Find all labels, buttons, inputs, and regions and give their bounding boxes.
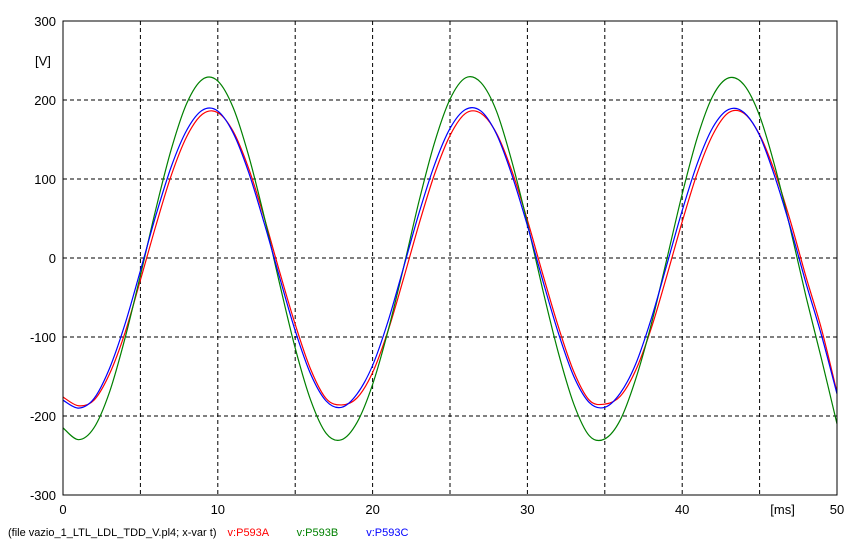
plot-frame: [62, 20, 838, 496]
x-tick-label: 50: [830, 502, 844, 517]
x-tick-label: 10: [211, 502, 225, 517]
series-line-v-p593a: [62, 109, 838, 407]
series-line-v-p593c: [62, 107, 838, 409]
x-tick-label: 30: [520, 502, 534, 517]
x-unit-label: [ms]: [770, 502, 795, 517]
x-tick-label: 0: [59, 502, 66, 517]
y-tick-label: 100: [34, 172, 56, 187]
y-tick-label: 200: [34, 93, 56, 108]
legend-entry-p593a: v:P593A: [228, 527, 270, 539]
y-tick-label: -100: [30, 330, 56, 345]
legend-entry-p593b: v:P593B: [297, 527, 339, 539]
series-line-v-p593b: [62, 76, 838, 442]
y-tick-label: 0: [49, 251, 56, 266]
y-tick-label: -300: [30, 488, 56, 503]
y-unit-label: [V]: [35, 54, 51, 69]
legend-entry-p593c: v:P593C: [366, 527, 408, 539]
series-layer: [62, 76, 838, 442]
x-tick-label: 40: [675, 502, 689, 517]
x-tick-label: 20: [365, 502, 379, 517]
y-tick-labels: -300 -200 -100 0 100 200 300: [30, 14, 56, 503]
file-caption: (file vazio_1_LTL_LDL_TDD_V.pl4; x-var t…: [8, 527, 216, 539]
legend-footer: (file vazio_1_LTL_LDL_TDD_V.pl4; x-var t…: [8, 527, 408, 539]
y-tick-label: 300: [34, 14, 56, 29]
x-tick-labels: 0 10 20 30 40 50: [59, 502, 844, 517]
y-tick-label: -200: [30, 409, 56, 424]
